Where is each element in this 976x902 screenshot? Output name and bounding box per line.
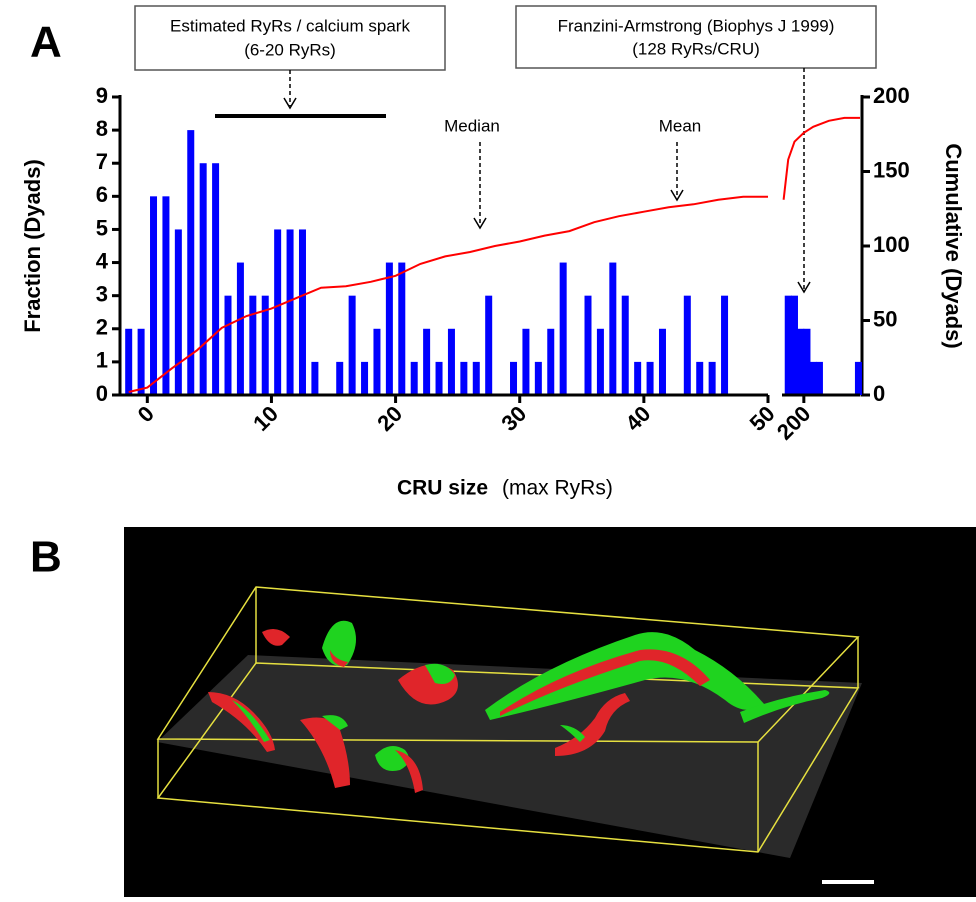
bar: [609, 262, 617, 395]
bar: [224, 295, 232, 395]
bar: [584, 295, 592, 395]
bar: [522, 328, 530, 395]
cumulative-line: [128, 195, 768, 393]
bar: [236, 262, 244, 395]
bar: [261, 295, 269, 395]
bar: [298, 229, 306, 395]
bar: [815, 361, 823, 395]
cru-clusters: [208, 620, 830, 793]
x-tick-label: 10: [248, 401, 283, 436]
bar: [547, 328, 555, 395]
bar: [174, 229, 182, 395]
bar: [472, 361, 480, 395]
annotation-text: (128 RyRs/CRU): [632, 39, 760, 58]
panel-label: B: [30, 533, 62, 582]
bar: [621, 295, 629, 395]
y-axis-label: Fraction (Dyads): [20, 159, 45, 333]
x-tick-label: 200: [772, 401, 816, 445]
bar: [708, 361, 716, 395]
y-tick-label: 7: [96, 149, 108, 174]
bar: [510, 361, 518, 395]
y-tick-label: 5: [96, 215, 108, 240]
bar: [398, 262, 406, 395]
bar: [596, 328, 604, 395]
bar: [646, 361, 654, 395]
arrow-head: [797, 281, 811, 294]
y2-tick-label: 0: [873, 381, 885, 406]
bar: [447, 328, 455, 395]
bar: [423, 328, 431, 395]
cumulative-line: [782, 116, 860, 200]
bar: [274, 229, 282, 395]
bar: [559, 262, 567, 395]
bar: [162, 196, 170, 395]
arrow-head: [283, 97, 297, 110]
y2-tick-label: 200: [873, 83, 910, 108]
arrow-head: [473, 217, 487, 230]
y-tick-label: 4: [96, 248, 109, 273]
bar: [485, 295, 493, 395]
y2-axis-label: Cumulative (Dyads): [941, 143, 966, 348]
bar: [803, 328, 811, 395]
bar: [286, 229, 294, 395]
bar: [348, 295, 356, 395]
bar: [534, 361, 542, 395]
bar: [460, 361, 468, 395]
annotation-text: Franzini-Armstrong (Biophys J 1999): [558, 16, 835, 35]
bar: [809, 361, 817, 395]
bar: [125, 328, 133, 395]
x-tick-label: 20: [372, 401, 407, 436]
surface: [157, 655, 862, 858]
panel-label: A: [30, 18, 62, 67]
rendering-image: [124, 527, 976, 897]
bar: [249, 295, 257, 395]
bar: [696, 361, 704, 395]
bar: [187, 130, 195, 395]
y-tick-label: 0: [96, 381, 108, 406]
bounding-box: [156, 586, 860, 853]
bar: [361, 361, 369, 395]
bar: [150, 196, 158, 395]
x-axis-label: CRU size: [397, 477, 488, 500]
bar: [721, 295, 729, 395]
bar: [137, 328, 145, 395]
bar: [199, 163, 207, 395]
bar: [311, 361, 319, 395]
annotation-text: (6-20 RyRs): [244, 40, 336, 59]
annotation-text: Median: [444, 116, 500, 135]
y-tick-label: 2: [96, 315, 108, 340]
bar: [854, 361, 862, 395]
bar: [797, 328, 805, 395]
arrow-head: [670, 189, 684, 202]
bar: [683, 295, 691, 395]
x-tick-label: 30: [496, 401, 531, 436]
bar: [658, 328, 666, 395]
y-tick-label: 1: [96, 348, 108, 373]
x-tick-label: 40: [621, 401, 656, 436]
bar: [634, 361, 642, 395]
annotation-text: Estimated RyRs / calcium spark: [170, 16, 410, 35]
bar: [373, 328, 381, 395]
bar: [435, 361, 443, 395]
annotation-box: [134, 5, 446, 71]
y2-tick-label: 150: [873, 157, 910, 182]
x-axis-label: (max RyRs): [502, 477, 613, 500]
y2-tick-label: 50: [873, 306, 897, 331]
y2-tick-label: 100: [873, 232, 910, 257]
bar: [212, 163, 220, 395]
y-tick-label: 9: [96, 83, 108, 108]
y-tick-label: 3: [96, 281, 108, 306]
annotation-box: [515, 5, 877, 69]
annotation-text: Mean: [659, 116, 702, 135]
bar: [336, 361, 344, 395]
y-tick-label: 8: [96, 116, 108, 141]
bar: [385, 262, 393, 395]
bar: [410, 361, 418, 395]
bar: [784, 295, 792, 395]
y-tick-label: 6: [96, 182, 108, 207]
x-tick-label: 0: [133, 401, 159, 427]
bar: [790, 295, 798, 395]
